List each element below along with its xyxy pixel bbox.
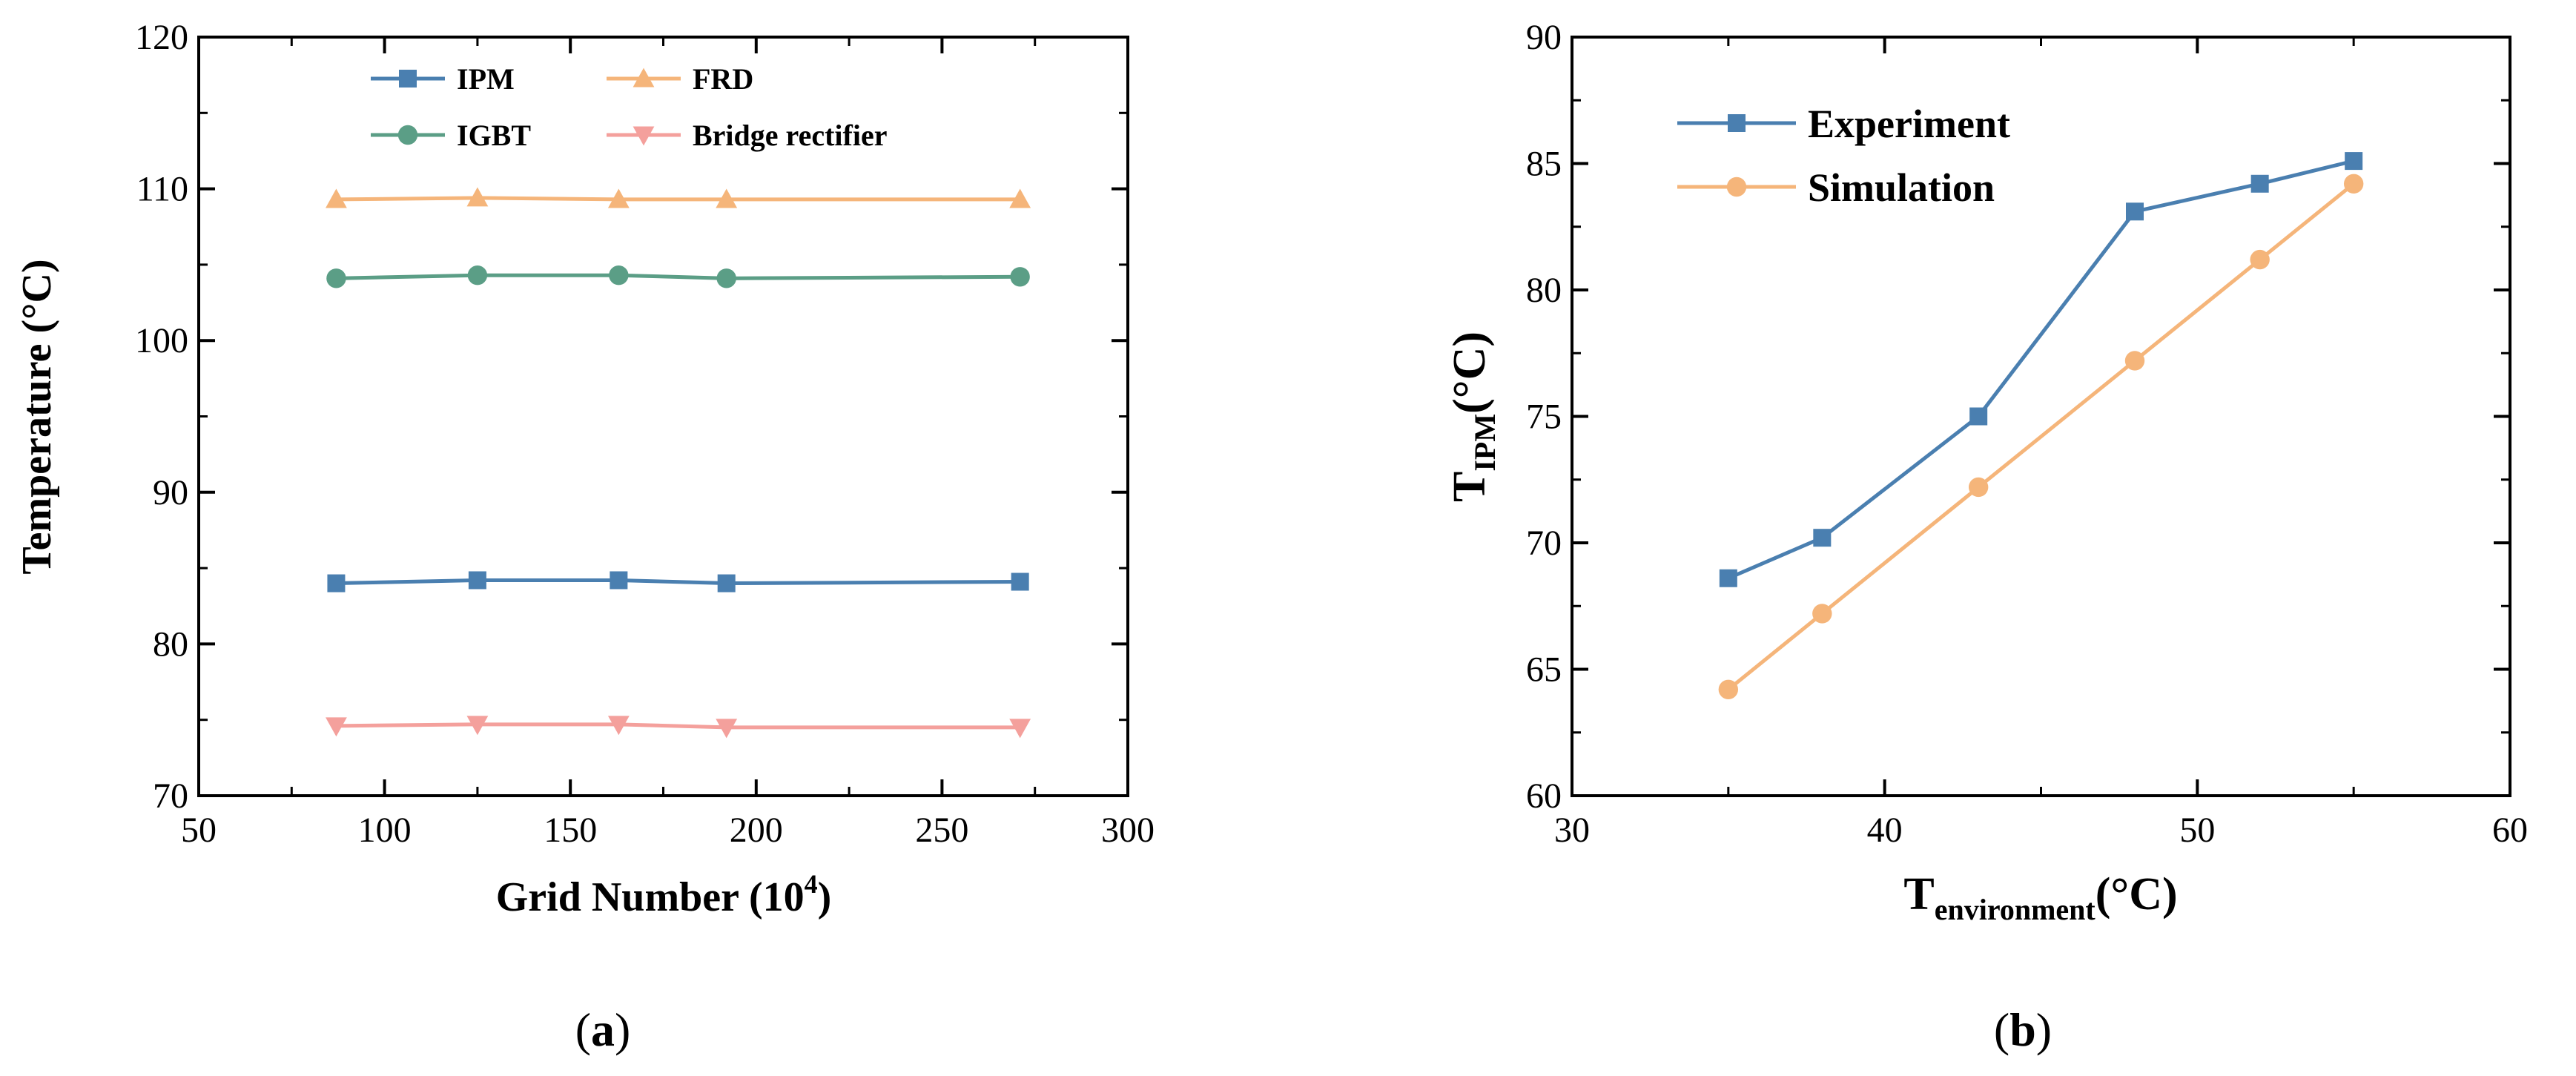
data-point-bridge-rectifier xyxy=(607,716,630,736)
data-point-ipm xyxy=(717,574,736,593)
y-axis-label-unit: (°C) xyxy=(1444,331,1495,414)
x-axis-label-unit: (°C) xyxy=(2096,869,2178,920)
y-tick-label: 80 xyxy=(1526,271,1562,310)
series-line-ipm xyxy=(336,578,1020,586)
y-tick-label: 80 xyxy=(153,624,188,664)
y-tick-label: 90 xyxy=(153,473,188,512)
x-tick-label: 30 xyxy=(1554,811,1590,850)
x-axis: 50 100 150 200 250 300 xyxy=(181,37,1155,850)
x-tick-label: 150 xyxy=(544,811,597,850)
chart-b: 60 65 70 75 80 85 90 30 40 50 60 Experiment Simula… xyxy=(1444,18,2528,1056)
chart-a: 70 80 90 100 110 120 50 100 150 200 250 300 IPM FRD… xyxy=(14,18,1155,1056)
data-point-ipm xyxy=(1011,572,1029,591)
data-point-experiment xyxy=(1813,529,1832,547)
legend-marker-simulation xyxy=(1726,176,1747,197)
legend-marker-bridge-rectifier xyxy=(633,126,655,146)
x-tick-label: 50 xyxy=(181,811,217,850)
x-axis-label-superscript: 4 xyxy=(805,869,818,899)
data-point-bridge-rectifier xyxy=(326,717,347,737)
data-point-simulation xyxy=(1968,477,1989,498)
data-point-experiment xyxy=(2126,202,2144,221)
data-point-experiment xyxy=(1719,569,1737,587)
data-point-bridge-rectifier xyxy=(716,719,738,739)
legend-label-frd: FRD xyxy=(693,62,753,96)
data-point-bridge-rectifier xyxy=(466,716,489,736)
x-tick-label: 250 xyxy=(915,811,968,850)
x-axis: 30 40 50 60 xyxy=(1554,37,2528,850)
data-point-frd xyxy=(607,188,630,208)
series-line-igbt xyxy=(336,273,1020,280)
legend: Experiment Simulation xyxy=(1677,102,2010,210)
data-point-experiment xyxy=(2345,152,2363,171)
series-line-experiment xyxy=(1727,159,2354,581)
legend-label-igbt: IGBT xyxy=(457,119,531,152)
data-point-frd xyxy=(326,188,347,208)
data-point-simulation xyxy=(1812,604,1832,624)
x-tick-label: 40 xyxy=(1867,811,1903,850)
legend-label-experiment: Experiment xyxy=(1808,102,2010,146)
data-point-igbt xyxy=(467,265,488,285)
y-tick-label: 70 xyxy=(153,776,188,816)
y-axis: 70 80 90 100 110 120 xyxy=(135,18,1128,816)
data-point-bridge-rectifier xyxy=(1009,719,1031,739)
legend-label-bridge-rectifier: Bridge rectifier xyxy=(693,119,887,152)
legend-label-simulation: Simulation xyxy=(1808,165,1995,210)
y-tick-label: 110 xyxy=(136,170,188,209)
data-point-frd xyxy=(466,187,489,207)
y-axis-label-subscript: IPM xyxy=(1468,414,1502,472)
y-tick-label: 65 xyxy=(1526,650,1562,690)
data-point-igbt xyxy=(1010,267,1030,287)
legend-marker-ipm xyxy=(399,70,417,88)
data-point-frd xyxy=(716,188,738,208)
data-point-ipm xyxy=(468,571,486,590)
y-tick-label: 60 xyxy=(1526,776,1562,816)
legend-marker-experiment xyxy=(1728,114,1746,132)
x-tick-label: 100 xyxy=(358,811,412,850)
y-tick-label: 100 xyxy=(135,321,188,360)
x-tick-label: 50 xyxy=(2179,811,2215,850)
y-tick-label: 70 xyxy=(1526,524,1562,563)
caption-b: (b) xyxy=(1994,1003,2052,1056)
x-tick-label: 300 xyxy=(1101,811,1155,850)
series-line-frd xyxy=(336,196,1020,202)
y-tick-label: 75 xyxy=(1526,397,1562,437)
caption-a: (a) xyxy=(575,1003,631,1056)
x-axis-label-close: ) xyxy=(818,874,832,920)
x-axis-label: Grid Number (104) xyxy=(496,869,832,920)
series-line-simulation xyxy=(1727,182,2355,691)
legend-label-ipm: IPM xyxy=(457,62,515,96)
x-axis-label-subscript: environment xyxy=(1935,893,2096,926)
y-axis-label: TIPM(°C) xyxy=(1444,331,1502,502)
data-point-simulation xyxy=(2124,351,2145,371)
series-group xyxy=(1718,152,2364,699)
data-point-simulation xyxy=(2343,174,2364,194)
legend-marker-igbt xyxy=(397,125,418,145)
x-tick-label: 200 xyxy=(730,811,783,850)
y-tick-label: 120 xyxy=(135,18,188,57)
data-point-igbt xyxy=(326,268,346,288)
data-point-simulation xyxy=(2250,249,2270,270)
y-tick-label: 90 xyxy=(1526,18,1562,57)
data-point-igbt xyxy=(609,265,629,285)
y-axis-label: Temperature (°C) xyxy=(14,259,60,574)
data-point-experiment xyxy=(1969,407,1988,426)
plot-frame xyxy=(1571,36,2511,797)
data-point-igbt xyxy=(716,268,736,288)
x-axis-label: Tenvironment(°C) xyxy=(1903,869,2177,926)
data-point-frd xyxy=(1009,188,1031,208)
data-point-ipm xyxy=(327,574,346,593)
data-point-ipm xyxy=(610,571,628,590)
x-tick-label: 60 xyxy=(2492,811,2528,850)
series-group xyxy=(326,187,1031,739)
legend: IPM FRD IGBT Bridge rectifier xyxy=(371,62,887,152)
data-point-experiment xyxy=(2250,174,2269,193)
y-tick-label: 85 xyxy=(1526,145,1562,184)
data-point-simulation xyxy=(1718,679,1739,699)
plot-frame xyxy=(197,36,1129,797)
series-line-bridge-rectifier xyxy=(336,722,1020,730)
y-axis: 60 65 70 75 80 85 90 xyxy=(1526,18,2510,816)
legend-marker-frd xyxy=(633,67,655,88)
